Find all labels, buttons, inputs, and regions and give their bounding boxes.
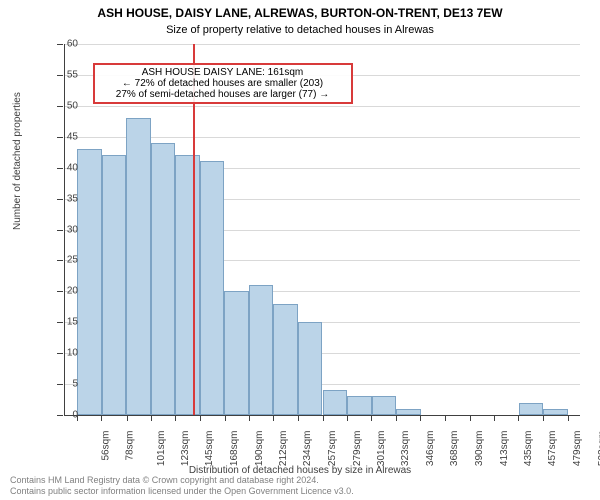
- x-tick-label: 101sqm: [156, 431, 167, 467]
- footer-line: Contains HM Land Registry data © Crown c…: [10, 475, 354, 485]
- chart-subtitle: Size of property relative to detached ho…: [0, 24, 600, 36]
- y-tick-label: 45: [67, 131, 78, 142]
- histogram-bar: [396, 409, 421, 415]
- y-tick: [57, 44, 63, 45]
- x-tick: [347, 415, 348, 421]
- y-tick-label: 20: [67, 286, 78, 297]
- y-tick: [57, 230, 63, 231]
- x-tick: [200, 415, 201, 421]
- y-tick: [57, 260, 63, 261]
- x-tick: [151, 415, 152, 421]
- histogram-bar: [372, 396, 397, 415]
- x-tick: [249, 415, 250, 421]
- footer-attribution: Contains HM Land Registry data © Crown c…: [10, 475, 354, 496]
- x-tick: [470, 415, 471, 421]
- histogram-bar: [224, 291, 249, 415]
- annotation-line: 27% of semi-detached houses are larger (…: [99, 89, 347, 100]
- y-tick-label: 40: [67, 162, 78, 173]
- x-tick-label: 145sqm: [204, 431, 215, 467]
- histogram-bar: [151, 143, 176, 415]
- y-tick-label: 35: [67, 193, 78, 204]
- histogram-bar: [200, 161, 225, 415]
- y-tick: [57, 168, 63, 169]
- x-tick-label: 168sqm: [229, 431, 240, 467]
- x-tick-label: 56sqm: [101, 431, 112, 461]
- x-tick: [518, 415, 519, 421]
- y-tick-label: 0: [72, 410, 78, 421]
- y-tick-label: 10: [67, 348, 78, 359]
- x-tick: [101, 415, 102, 421]
- y-tick: [57, 322, 63, 323]
- x-tick: [396, 415, 397, 421]
- y-tick: [57, 75, 63, 76]
- x-tick-label: 323sqm: [400, 431, 411, 467]
- x-tick-label: 212sqm: [278, 431, 289, 467]
- x-tick-label: 234sqm: [302, 431, 313, 467]
- y-tick-label: 60: [67, 39, 78, 50]
- x-tick-label: 301sqm: [376, 431, 387, 467]
- y-tick: [57, 384, 63, 385]
- x-tick-label: 78sqm: [125, 431, 136, 461]
- annotation-line: ← 72% of detached houses are smaller (20…: [99, 78, 347, 89]
- x-tick-label: 435sqm: [523, 431, 534, 467]
- y-tick: [57, 415, 63, 416]
- y-tick-label: 15: [67, 317, 78, 328]
- x-tick: [127, 415, 128, 421]
- x-tick-label: 368sqm: [450, 431, 461, 467]
- annotation-box: ASH HOUSE DAISY LANE: 161sqm← 72% of det…: [93, 63, 353, 104]
- histogram-bar: [175, 155, 200, 415]
- y-tick-label: 5: [72, 379, 78, 390]
- histogram-bar: [249, 285, 274, 415]
- x-tick-label: 390sqm: [474, 431, 485, 467]
- y-tick-label: 50: [67, 100, 78, 111]
- x-tick-label: 257sqm: [327, 431, 338, 467]
- chart-title: ASH HOUSE, DAISY LANE, ALREWAS, BURTON-O…: [0, 6, 600, 20]
- x-tick: [494, 415, 495, 421]
- y-tick: [57, 291, 63, 292]
- x-tick-label: 190sqm: [254, 431, 265, 467]
- x-tick-label: 413sqm: [499, 431, 510, 467]
- x-tick: [568, 415, 569, 421]
- gridline: [65, 106, 580, 107]
- x-tick: [371, 415, 372, 421]
- y-axis-label: Number of detached properties: [12, 92, 23, 230]
- y-tick-label: 55: [67, 69, 78, 80]
- y-tick: [57, 199, 63, 200]
- y-tick: [57, 353, 63, 354]
- histogram-bar: [323, 390, 348, 415]
- x-tick: [225, 415, 226, 421]
- y-tick: [57, 106, 63, 107]
- histogram-bar: [347, 396, 372, 415]
- annotation-line: ASH HOUSE DAISY LANE: 161sqm: [99, 67, 347, 78]
- histogram-bar: [126, 118, 151, 415]
- x-tick: [298, 415, 299, 421]
- histogram-bar: [102, 155, 127, 415]
- x-tick: [175, 415, 176, 421]
- gridline: [65, 44, 580, 45]
- x-tick: [273, 415, 274, 421]
- histogram-bar: [273, 304, 298, 415]
- x-tick-label: 279sqm: [352, 431, 363, 467]
- x-tick: [543, 415, 544, 421]
- x-tick: [445, 415, 446, 421]
- plot-area: ASH HOUSE DAISY LANE: 161sqm← 72% of det…: [64, 44, 580, 416]
- x-tick: [420, 415, 421, 421]
- x-tick-label: 457sqm: [547, 431, 558, 467]
- x-tick-label: 346sqm: [425, 431, 436, 467]
- histogram-bar: [543, 409, 568, 415]
- y-tick-label: 30: [67, 224, 78, 235]
- y-tick-label: 25: [67, 255, 78, 266]
- chart-container: ASH HOUSE, DAISY LANE, ALREWAS, BURTON-O…: [0, 0, 600, 500]
- y-tick: [57, 137, 63, 138]
- x-tick-label: 479sqm: [572, 431, 583, 467]
- x-tick-label: 123sqm: [180, 431, 191, 467]
- footer-line: Contains public sector information licen…: [10, 486, 354, 496]
- histogram-bar: [77, 149, 102, 415]
- histogram-bar: [298, 322, 323, 415]
- histogram-bar: [519, 403, 544, 415]
- x-tick: [323, 415, 324, 421]
